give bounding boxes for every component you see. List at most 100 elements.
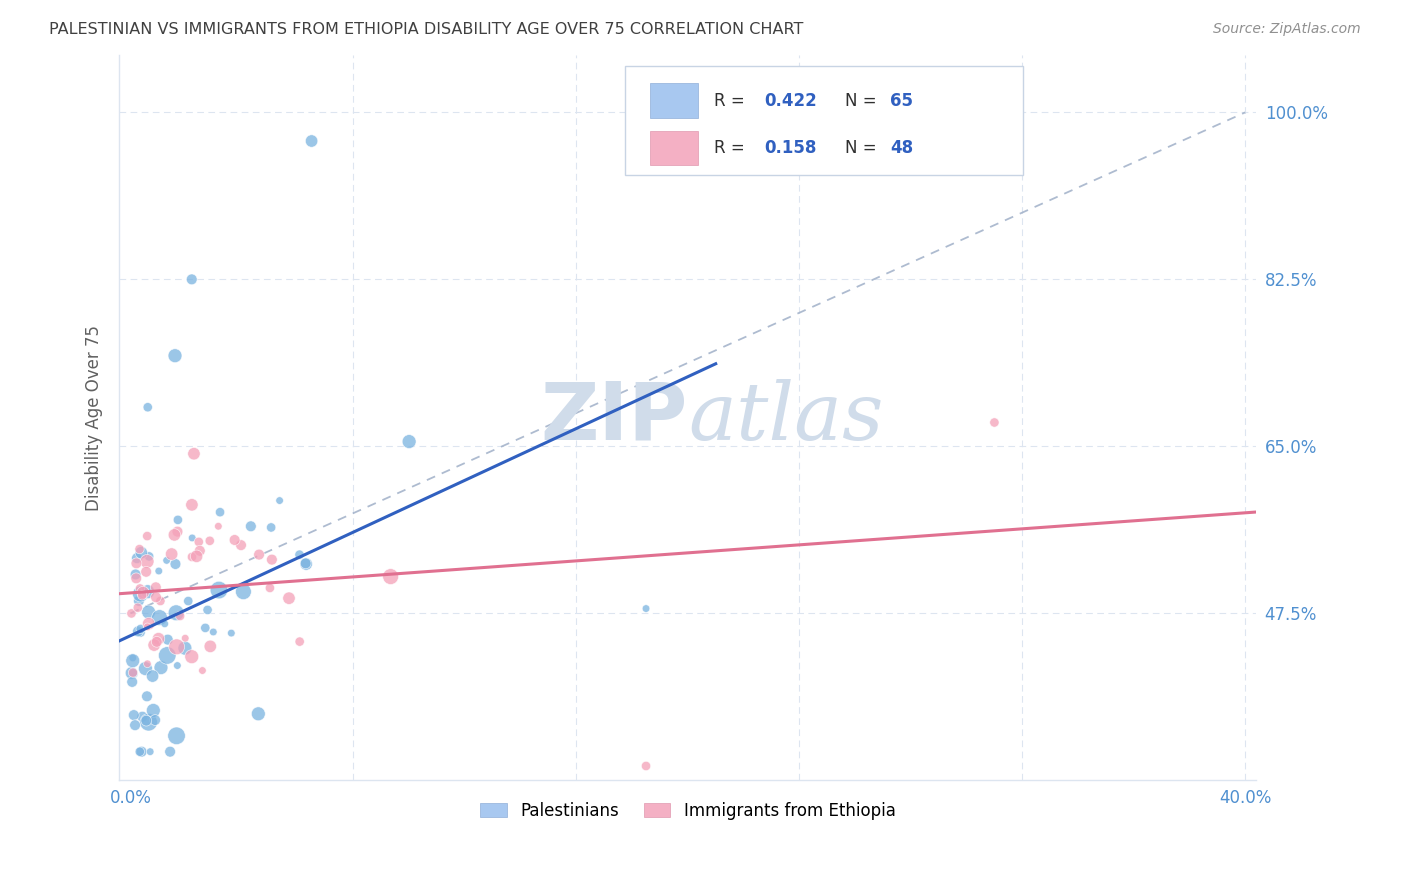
Point <box>132 585 155 599</box>
Point <box>165 606 187 620</box>
Point <box>143 713 166 727</box>
Point <box>278 591 301 606</box>
Point <box>174 641 197 656</box>
Point <box>131 745 153 759</box>
Point <box>232 584 254 599</box>
Point <box>163 528 186 542</box>
FancyBboxPatch shape <box>651 84 697 119</box>
Point <box>129 582 152 596</box>
Point <box>187 534 209 549</box>
Point <box>139 745 162 759</box>
Point <box>229 538 252 552</box>
Point <box>148 610 170 624</box>
FancyBboxPatch shape <box>651 130 697 165</box>
Point <box>125 557 148 571</box>
Point <box>208 583 231 598</box>
Point <box>181 531 204 545</box>
Point <box>136 554 159 568</box>
Point <box>138 715 160 730</box>
Text: ZIP: ZIP <box>540 379 688 457</box>
Point <box>224 533 246 547</box>
Point <box>239 519 262 533</box>
Point <box>169 609 191 624</box>
Text: 0.422: 0.422 <box>763 92 817 110</box>
Text: 48: 48 <box>890 139 914 157</box>
Point <box>983 416 1005 430</box>
Point <box>136 620 159 634</box>
Point <box>260 520 283 534</box>
Point <box>156 553 179 567</box>
Point <box>135 714 157 728</box>
Point <box>127 600 149 615</box>
Point <box>153 616 176 631</box>
Point <box>129 587 152 601</box>
Point <box>138 616 160 631</box>
Point <box>180 498 202 512</box>
Point <box>198 533 221 548</box>
Point <box>183 447 205 461</box>
Text: R =: R = <box>714 139 749 157</box>
Point <box>129 622 152 636</box>
Point <box>136 584 159 599</box>
Point <box>634 601 657 615</box>
Point <box>259 581 281 595</box>
Point <box>186 549 208 564</box>
Point <box>138 549 160 564</box>
FancyBboxPatch shape <box>626 66 1024 175</box>
Point <box>145 635 167 649</box>
Point <box>634 759 657 773</box>
Point <box>127 624 149 639</box>
Point <box>149 594 172 608</box>
Point <box>122 666 145 681</box>
Point <box>159 745 181 759</box>
Legend: Palestinians, Immigrants from Ethiopia: Palestinians, Immigrants from Ethiopia <box>474 795 903 826</box>
Point <box>160 547 183 561</box>
Point <box>138 605 160 619</box>
Point <box>131 588 153 602</box>
Point <box>148 632 170 646</box>
Point <box>247 706 270 721</box>
Point <box>221 626 243 640</box>
Point <box>121 665 143 680</box>
Point <box>188 543 211 558</box>
Text: R =: R = <box>714 92 749 110</box>
Point <box>124 718 146 732</box>
Point <box>121 654 143 668</box>
Text: PALESTINIAN VS IMMIGRANTS FROM ETHIOPIA DISABILITY AGE OVER 75 CORRELATION CHART: PALESTINIAN VS IMMIGRANTS FROM ETHIOPIA … <box>49 22 804 37</box>
Point <box>128 594 150 608</box>
Point <box>128 542 150 557</box>
Point <box>129 625 152 640</box>
Point <box>163 349 186 363</box>
Point <box>131 546 153 560</box>
Point <box>122 665 145 680</box>
Point <box>156 648 179 663</box>
Point <box>135 565 157 579</box>
Y-axis label: Disability Age Over 75: Disability Age Over 75 <box>86 325 103 511</box>
Point <box>145 591 167 605</box>
Point <box>165 557 187 571</box>
Point <box>124 567 146 582</box>
Point <box>134 662 156 676</box>
Point <box>143 638 166 652</box>
Point <box>128 745 150 759</box>
Text: N =: N = <box>845 92 882 110</box>
Point <box>166 640 188 654</box>
Point <box>398 434 420 449</box>
Point <box>269 493 291 508</box>
Point <box>200 640 222 654</box>
Point <box>166 658 188 673</box>
Point <box>149 660 172 674</box>
Point <box>301 134 323 148</box>
Point <box>125 571 148 585</box>
Text: atlas: atlas <box>688 379 883 457</box>
Point <box>145 580 167 594</box>
Point <box>167 513 190 527</box>
Point <box>260 552 283 566</box>
Point <box>197 603 219 617</box>
Point <box>148 564 170 578</box>
Point <box>288 634 311 648</box>
Point <box>121 651 143 665</box>
Point <box>177 594 200 608</box>
Point <box>295 557 318 571</box>
Point <box>120 607 142 621</box>
